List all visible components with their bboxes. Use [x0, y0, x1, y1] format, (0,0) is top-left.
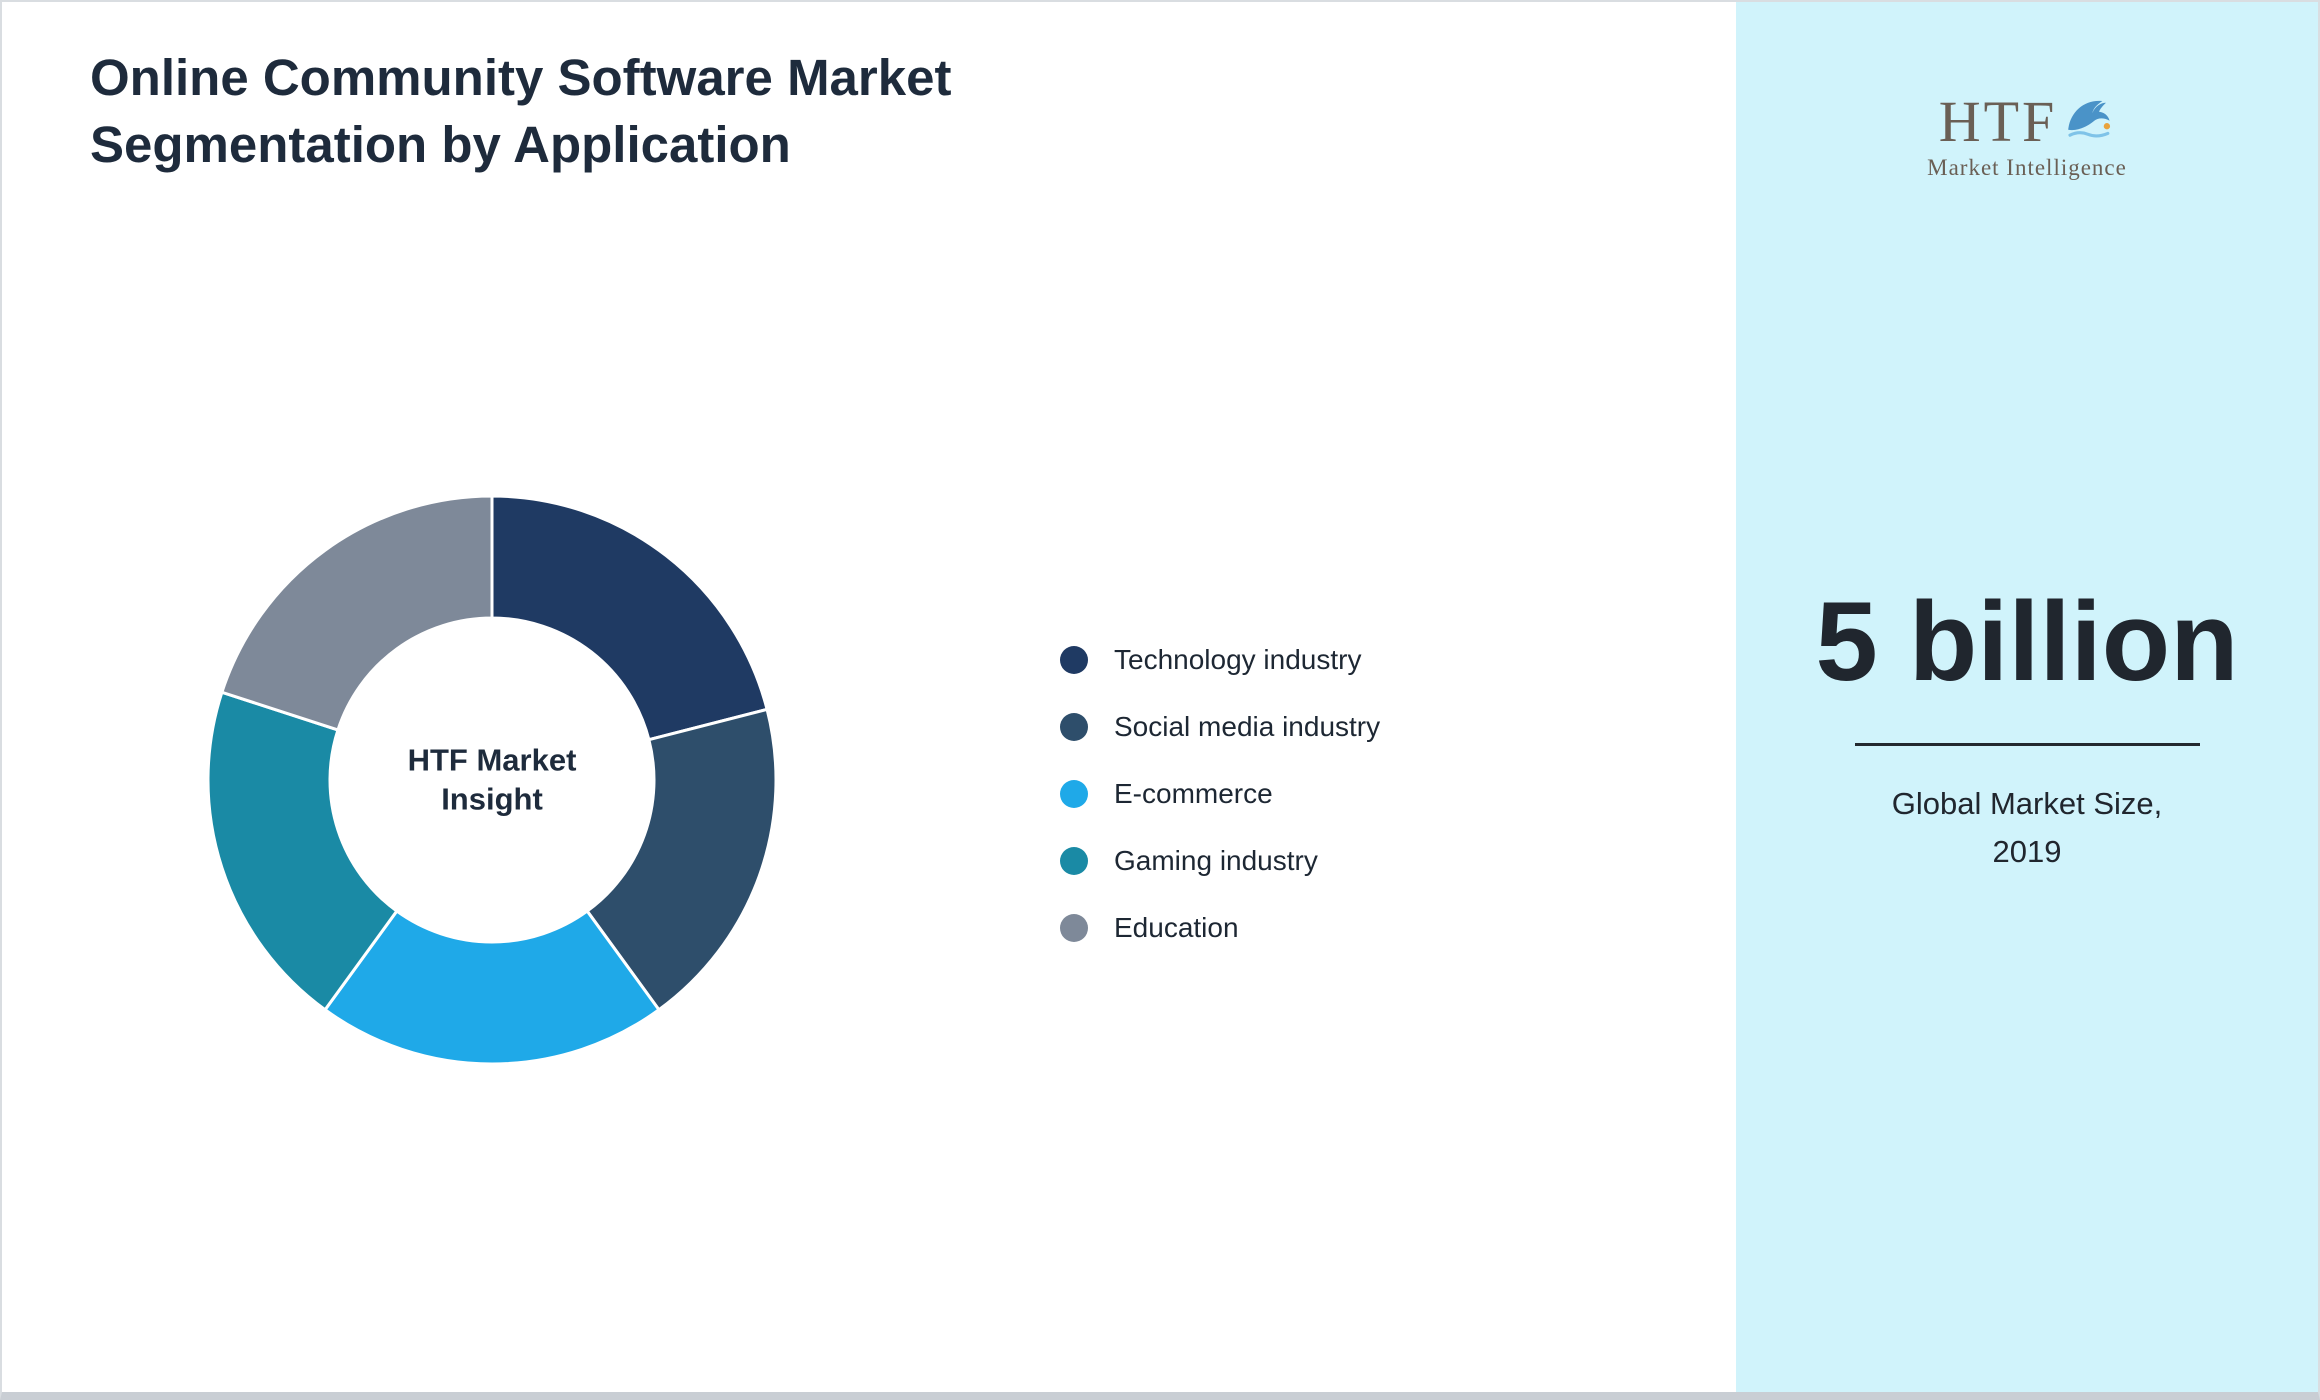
stat-label-line2: 2019: [1992, 834, 2062, 870]
legend: Technology industry Social media industry…: [1060, 644, 1380, 944]
stat-label-line1: Global Market Size,: [1891, 786, 2163, 822]
side-panel: HTF Market Intelligence 5 billion Global…: [1736, 2, 2318, 1392]
logo-text: HTF: [1938, 89, 2058, 154]
legend-item: Technology industry: [1060, 644, 1380, 676]
donut-segment-0: [490, 494, 769, 742]
legend-swatch-icon: [1060, 646, 1088, 674]
donut-segment-4: [220, 494, 494, 732]
legend-item: Education: [1060, 912, 1380, 944]
donut-chart-area: HTF Market Insight: [202, 490, 782, 1070]
legend-swatch-icon: [1060, 713, 1088, 741]
legend-label: Gaming industry: [1114, 845, 1318, 876]
donut-center-label: HTF Market Insight: [342, 741, 642, 819]
legend-swatch-icon: [1060, 914, 1088, 942]
legend-item: E-commerce: [1060, 778, 1380, 810]
legend-swatch-icon: [1060, 847, 1088, 875]
donut-center-label-line2: Insight: [441, 781, 543, 816]
donut-segment-2: [322, 908, 662, 1066]
legend-label: Technology industry: [1114, 644, 1362, 675]
legend-label: Social media industry: [1114, 711, 1381, 742]
legend-item: Social media industry: [1060, 711, 1380, 743]
legend-swatch-icon: [1060, 780, 1088, 808]
brand-logo: HTF Market Intelligence: [1736, 92, 2318, 181]
stat-divider: [1854, 743, 2200, 747]
donut-segment-1: [585, 707, 778, 1012]
logo-subtext: Market Intelligence: [1927, 155, 2127, 180]
market-size-stat: 5 billion Global Market Size, 2019: [1736, 580, 2318, 876]
legend-label: Education: [1114, 912, 1239, 943]
donut-chart: [206, 494, 778, 1066]
donut-center-label-line1: HTF Market: [407, 742, 577, 778]
legend-item: Gaming industry: [1060, 845, 1380, 877]
stat-value: 5 billion: [1815, 579, 2239, 704]
page-title: Online Community Software Market Segment…: [90, 49, 952, 174]
donut-segment-3: [206, 690, 399, 1012]
dolphin-logo-icon: [2061, 92, 2115, 151]
legend-label: E-commerce: [1114, 778, 1273, 809]
